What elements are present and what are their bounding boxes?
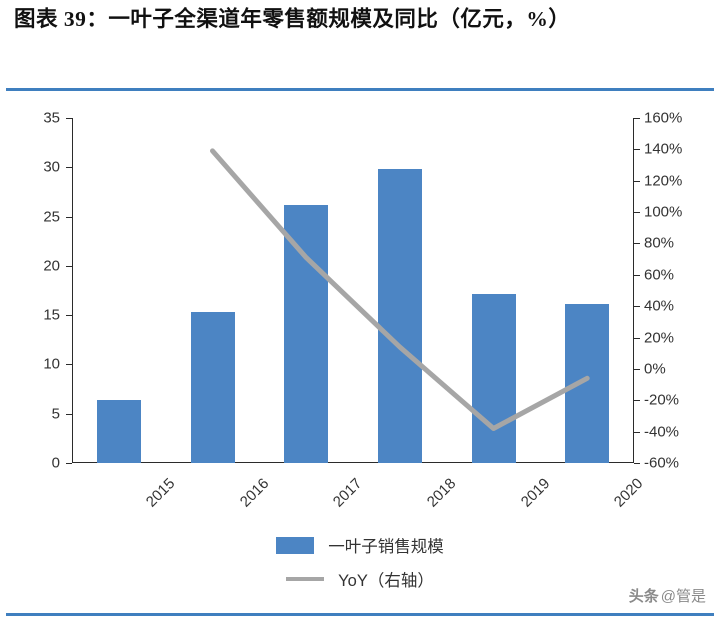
watermark: 头条 @管是 bbox=[629, 585, 706, 606]
bar bbox=[377, 169, 422, 463]
right-tick-label: 20% bbox=[644, 329, 675, 347]
bottom-divider bbox=[6, 613, 714, 616]
top-divider bbox=[6, 88, 714, 91]
bar bbox=[471, 294, 516, 463]
left-tick-mark bbox=[66, 463, 72, 464]
left-tick-label: 20 bbox=[43, 257, 60, 275]
left-tick-label: 15 bbox=[43, 306, 60, 324]
x-tick-label: 2015 bbox=[142, 475, 179, 511]
line-series bbox=[210, 148, 590, 431]
bar bbox=[96, 399, 141, 463]
right-tick-mark bbox=[634, 432, 640, 433]
right-tick-mark bbox=[634, 400, 640, 401]
left-axis-line bbox=[72, 118, 73, 463]
left-tick-mark bbox=[66, 167, 72, 168]
right-tick-mark bbox=[634, 181, 640, 182]
bar bbox=[284, 204, 329, 463]
right-tick-label: -60% bbox=[644, 454, 680, 472]
legend-label-bar: 一叶子销售规模 bbox=[328, 538, 444, 556]
right-tick-mark bbox=[634, 275, 640, 276]
watermark-text: @管是 bbox=[660, 588, 706, 605]
left-tick-label: 25 bbox=[43, 208, 60, 226]
right-axis-line bbox=[633, 118, 634, 463]
left-tick-mark bbox=[66, 414, 72, 415]
left-tick-mark bbox=[66, 315, 72, 316]
plot-area bbox=[72, 118, 634, 463]
right-tick-label: 40% bbox=[644, 297, 675, 315]
right-tick-label: 0% bbox=[644, 360, 666, 378]
right-tick-label: -20% bbox=[644, 391, 680, 409]
left-tick-mark bbox=[66, 118, 72, 119]
left-tick-mark bbox=[66, 364, 72, 365]
right-tick-label: 120% bbox=[644, 172, 683, 190]
x-tick-label: 2019 bbox=[517, 475, 553, 511]
left-tick-label: 0 bbox=[51, 454, 60, 472]
left-tick-label: 5 bbox=[51, 405, 60, 423]
legend-label-line: YoY（右轴） bbox=[338, 572, 434, 590]
watermark-logo: 头条 bbox=[628, 588, 659, 605]
x-tick-label: 2018 bbox=[423, 475, 460, 511]
legend-item-bar: 一叶子销售规模 bbox=[0, 528, 720, 562]
page-title: 图表 39：一叶子全渠道年零售额规模及同比（亿元，%） bbox=[14, 7, 571, 31]
right-tick-mark bbox=[634, 149, 640, 150]
right-tick-mark bbox=[634, 306, 640, 307]
right-tick-mark bbox=[634, 212, 640, 213]
right-tick-label: 160% bbox=[644, 109, 683, 127]
right-tick-label: 80% bbox=[644, 234, 675, 252]
x-tick-label: 2016 bbox=[236, 475, 272, 511]
x-tick-label: 2020 bbox=[610, 475, 647, 511]
right-tick-mark bbox=[634, 369, 640, 370]
right-tick-label: 60% bbox=[644, 266, 675, 284]
right-tick-mark bbox=[634, 463, 640, 464]
right-tick-label: -40% bbox=[644, 423, 680, 441]
chart-legend: 一叶子销售规模 YoY（右轴） bbox=[0, 528, 720, 596]
yoy-line bbox=[210, 148, 590, 431]
legend-item-line: YoY（右轴） bbox=[0, 562, 720, 596]
x-tick-label: 2017 bbox=[329, 475, 366, 511]
left-tick-mark bbox=[66, 217, 72, 218]
right-tick-label: 140% bbox=[644, 140, 683, 158]
right-tick-mark bbox=[634, 118, 640, 119]
legend-swatch-line-icon bbox=[286, 577, 325, 581]
x-axis-line bbox=[72, 462, 634, 463]
legend-swatch-bar-icon bbox=[276, 536, 315, 554]
left-tick-label: 35 bbox=[43, 109, 60, 127]
right-tick-mark bbox=[634, 243, 640, 244]
left-tick-mark bbox=[66, 266, 72, 267]
left-tick-label: 30 bbox=[43, 158, 60, 176]
right-tick-label: 100% bbox=[644, 203, 683, 221]
left-tick-label: 10 bbox=[43, 355, 60, 373]
right-tick-mark bbox=[634, 338, 640, 339]
bar bbox=[190, 312, 235, 463]
